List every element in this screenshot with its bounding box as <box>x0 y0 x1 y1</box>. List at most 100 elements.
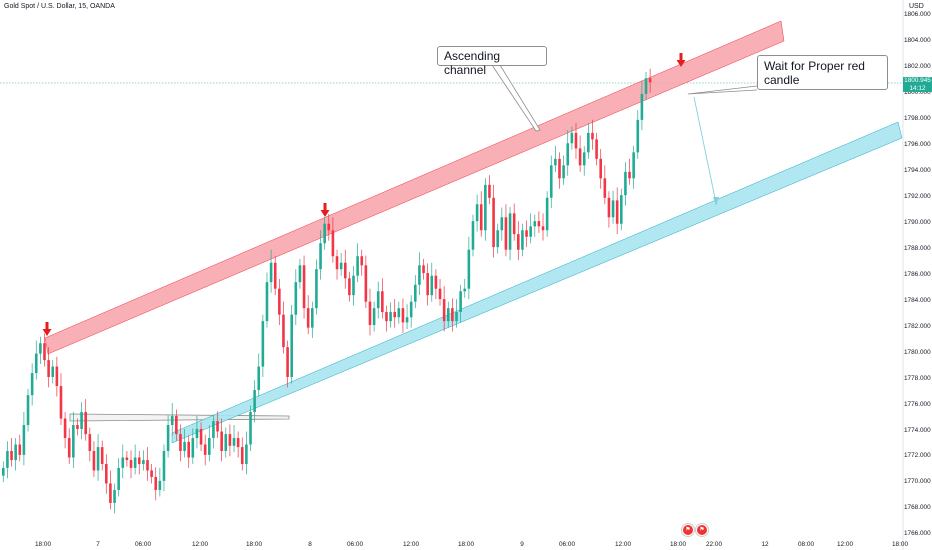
upper-channel-band[interactable] <box>44 20 785 355</box>
price-tick-label: 1778.000 <box>904 374 931 382</box>
candle-body <box>282 314 285 348</box>
candle-body <box>179 434 182 451</box>
candle-body <box>587 132 590 153</box>
candle-body <box>549 165 553 198</box>
candle-body <box>451 308 454 322</box>
candle-body <box>488 184 491 198</box>
red-arrow-icon <box>320 203 330 217</box>
candle-body <box>500 217 504 231</box>
candle-body <box>273 262 277 289</box>
us-flag-event-icon[interactable]: ⚑ <box>682 524 694 536</box>
candle-body <box>265 282 269 322</box>
candle-body <box>302 265 306 309</box>
resistance-rectangle[interactable] <box>69 413 290 422</box>
candle-body <box>323 223 326 244</box>
candle-body <box>335 256 339 270</box>
price-tick-label: 1802.000 <box>904 62 931 70</box>
candle-body <box>562 165 565 179</box>
candle-body <box>162 450 166 481</box>
candle-body <box>158 480 162 490</box>
time-tick-label: 7 <box>96 541 100 548</box>
candle-body <box>306 308 310 328</box>
candle-body <box>644 78 648 94</box>
time-tick-label: 22:00 <box>706 541 722 548</box>
candle-body <box>14 444 17 461</box>
candle-body <box>418 265 421 285</box>
last-price-countdown: 14:12 <box>909 84 926 92</box>
candle-body <box>294 282 298 315</box>
note-text: Wait for Proper red candle <box>764 59 865 87</box>
candle-body <box>376 291 380 309</box>
candle-body <box>133 457 137 468</box>
candle-body <box>137 457 141 464</box>
candle-body <box>117 467 120 490</box>
projection-arrow <box>693 96 717 204</box>
lower-channel-band[interactable] <box>171 121 903 444</box>
candle-body <box>92 450 96 471</box>
price-tick-label: 1772.000 <box>904 452 931 460</box>
candle-body <box>331 230 335 257</box>
candle-body <box>615 200 619 224</box>
price-tick-label: 1796.000 <box>904 140 931 148</box>
candle-body <box>512 213 516 235</box>
candle-body <box>315 269 318 309</box>
time-tick-label: 12:00 <box>192 541 208 548</box>
candle-body <box>545 197 549 231</box>
projection-arrowhead <box>713 197 719 206</box>
candle-body <box>84 412 87 435</box>
candle-body <box>47 360 50 377</box>
candle-body <box>409 301 413 318</box>
candle-body <box>80 412 83 429</box>
candle-body <box>405 317 409 323</box>
channel-label-callout[interactable]: Ascending channel <box>437 46 547 77</box>
note-callout[interactable]: Wait for Proper red candle <box>757 55 888 90</box>
price-tick-label: 1774.000 <box>904 426 931 434</box>
candle-body <box>30 373 34 396</box>
last-price-value: 1800.945 <box>904 77 931 84</box>
candle-body <box>607 197 611 218</box>
candle-body <box>59 386 63 419</box>
channel-label-text: Ascending channel <box>444 49 501 77</box>
candle-body <box>212 421 215 439</box>
candle-body <box>100 447 104 464</box>
candle-body <box>521 230 524 250</box>
candle-body <box>368 301 372 326</box>
candle-body <box>208 438 211 455</box>
candle-body <box>105 463 108 484</box>
candle-body <box>566 143 570 166</box>
candle-body <box>599 158 602 179</box>
price-tick-label: 1800.000 <box>904 88 931 96</box>
candle-body <box>393 312 396 318</box>
candle-body <box>496 230 499 248</box>
candle-body <box>261 321 265 367</box>
candle-body <box>39 343 42 354</box>
candle-body <box>348 278 351 296</box>
candle-body <box>343 262 347 279</box>
time-tick-label: 18:00 <box>670 541 686 548</box>
candle-body <box>537 221 541 227</box>
candle-body <box>446 308 450 322</box>
candle-body <box>88 434 92 451</box>
candle-body <box>55 366 59 387</box>
price-tick-label: 1776.000 <box>904 400 931 408</box>
candles-group <box>2 68 652 514</box>
candle-body <box>381 291 384 313</box>
candle-body <box>220 431 223 451</box>
price-tick-label: 1786.000 <box>904 270 931 278</box>
price-tick-label: 1790.000 <box>904 218 931 226</box>
us-flag-event-icon[interactable]: ⚑ <box>696 524 708 536</box>
time-tick-label: 06:00 <box>347 541 363 548</box>
candle-body <box>43 343 46 361</box>
candle-body <box>426 273 429 296</box>
candle-body <box>22 425 26 455</box>
time-tick-label: 12:00 <box>403 541 419 548</box>
candle-body <box>183 441 186 451</box>
candle-body <box>2 467 5 476</box>
price-tick-label: 1806.000 <box>904 11 931 18</box>
time-tick-label: 08:00 <box>798 541 814 548</box>
candle-body <box>129 460 133 468</box>
candle-body <box>467 249 471 289</box>
time-tick-label: 8 <box>308 541 312 548</box>
candle-body <box>648 78 652 83</box>
